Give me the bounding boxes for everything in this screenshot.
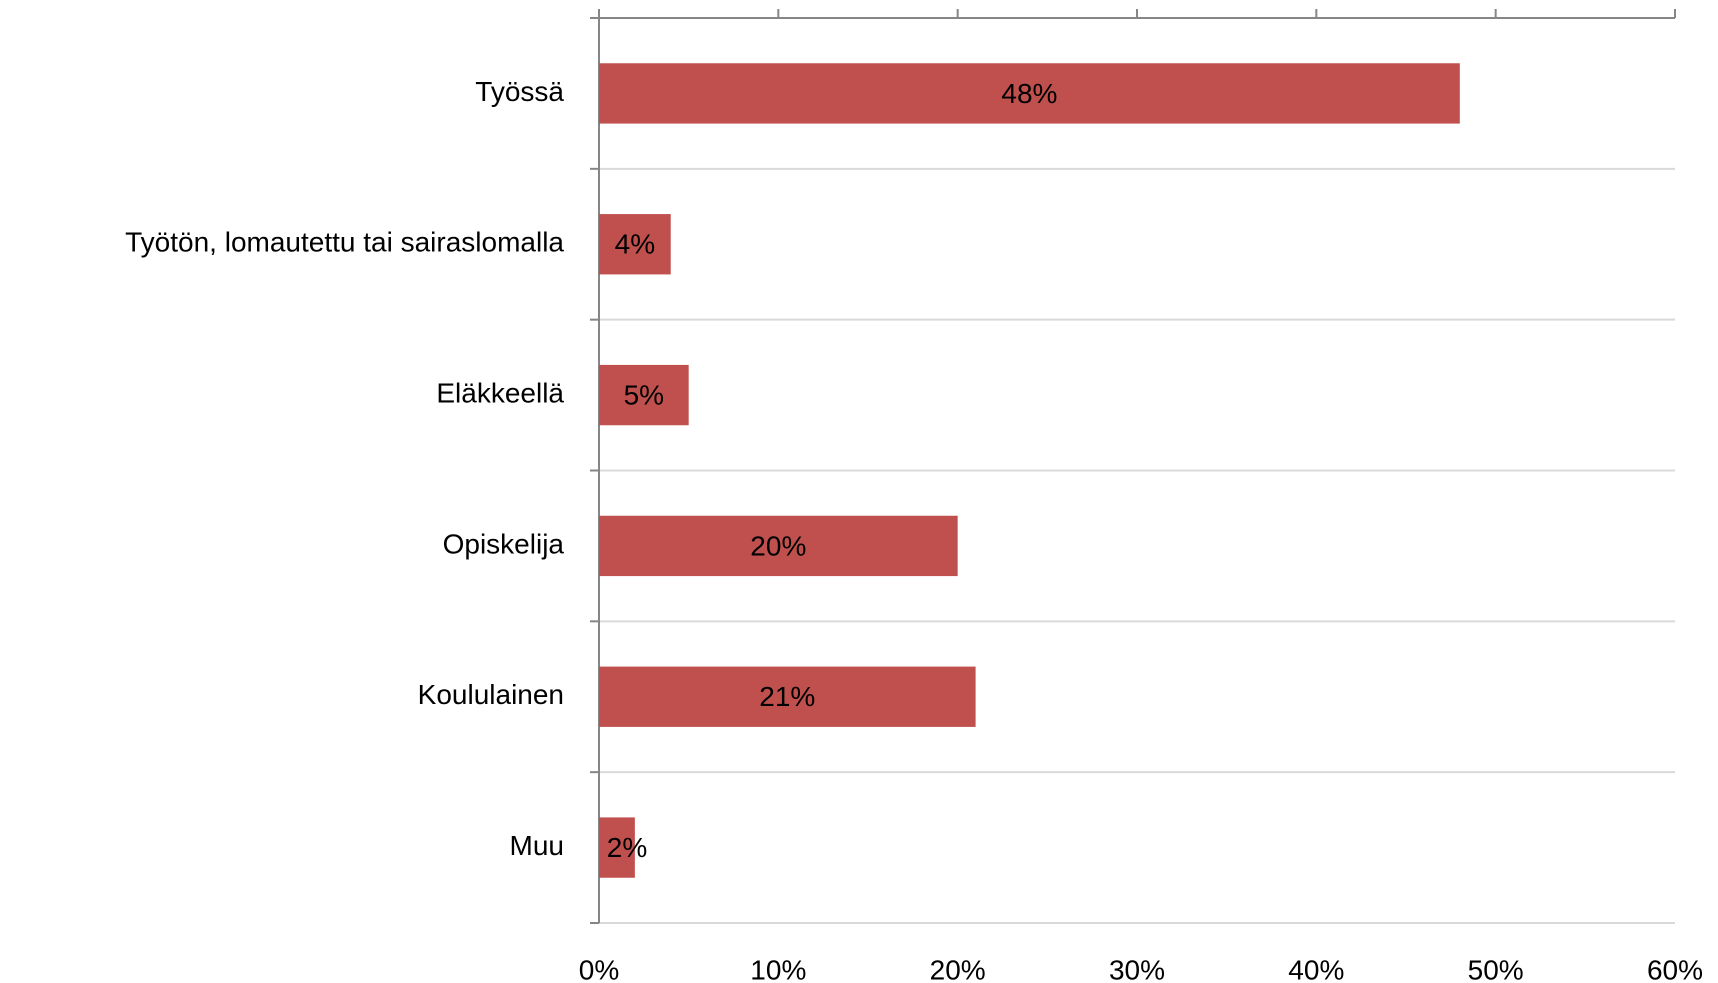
- y-tick-label: Työssä: [475, 76, 564, 107]
- y-tick-label: Opiskelija: [443, 528, 565, 559]
- data-label: 5%: [624, 379, 664, 410]
- x-tick-label: 30%: [1109, 954, 1165, 983]
- y-tick-label: Koululainen: [418, 679, 564, 710]
- y-tick-label: Eläkkeellä: [436, 377, 564, 408]
- y-tick-label: Työtön, lomautettu tai sairaslomalla: [125, 227, 564, 258]
- data-label: 21%: [759, 681, 815, 712]
- data-label: 48%: [1001, 78, 1057, 109]
- x-tick-label: 40%: [1288, 954, 1344, 983]
- bar: [599, 364, 689, 426]
- data-label: 20%: [750, 530, 806, 561]
- bar: [599, 817, 635, 878]
- data-label: 2%: [607, 832, 647, 863]
- data-label: 4%: [615, 229, 655, 260]
- bar: [599, 515, 958, 577]
- x-tick-label: 60%: [1647, 954, 1703, 983]
- x-tick-label: 50%: [1468, 954, 1524, 983]
- x-tick-label: 0%: [579, 954, 619, 983]
- x-tick-label: 20%: [930, 954, 986, 983]
- bar: [599, 214, 671, 275]
- x-tick-label: 10%: [750, 954, 806, 983]
- y-tick-label: Muu: [510, 830, 564, 861]
- bar: [599, 63, 1460, 124]
- bar: [599, 666, 976, 727]
